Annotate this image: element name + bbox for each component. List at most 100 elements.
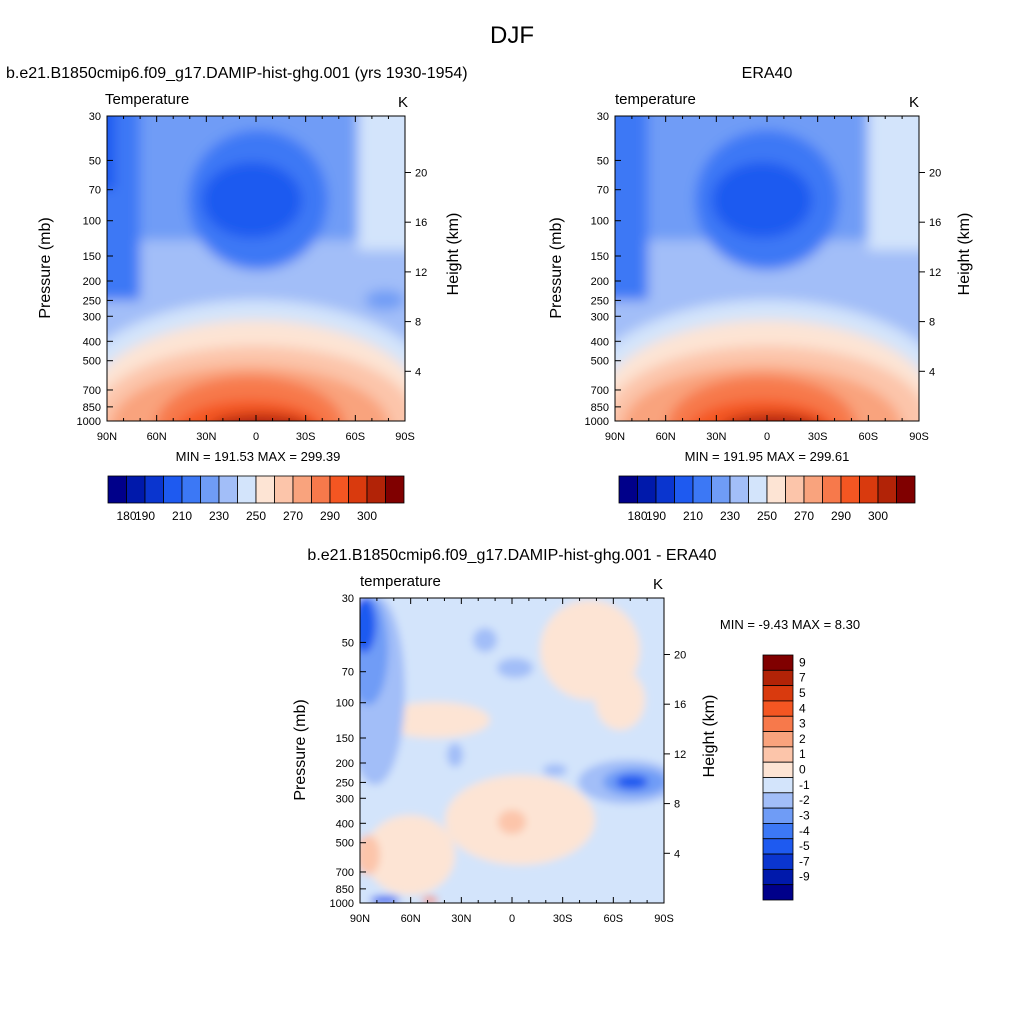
colorbar-swatch [859, 475, 879, 504]
pressure-tick-label: 100 [336, 698, 354, 710]
contour-field [360, 598, 664, 903]
pressure-tick-label: 250 [83, 295, 101, 307]
colorbar-label: 300 [868, 509, 888, 523]
colorbar-swatch [385, 475, 405, 504]
colorbar-swatch [237, 475, 257, 504]
pressure-tick-label: 50 [597, 155, 609, 167]
panel-difference: b.e21.B1850cmip6.f09_g17.DAMIP-hist-ghg.… [292, 547, 860, 925]
pressure-tick-label: 500 [591, 356, 609, 368]
pressure-tick-label: 250 [336, 777, 354, 789]
pressure-tick-label: 300 [336, 793, 354, 805]
pressure-tick-label: 850 [83, 402, 101, 414]
pressure-tick-label: 50 [342, 637, 354, 649]
height-tick-label: 20 [415, 167, 427, 179]
colorbar-swatch [292, 475, 312, 504]
height-tick-label: 20 [674, 649, 686, 661]
colorbar-swatch [655, 475, 675, 504]
x-tick-label: 0 [253, 431, 259, 443]
min-max-label: MIN = 191.95 MAX = 299.61 [685, 449, 850, 464]
colorbar-label: 300 [357, 509, 377, 523]
pressure-tick-label: 70 [597, 185, 609, 197]
x-tick-label: 90S [395, 431, 415, 443]
x-tick-label: 60N [656, 431, 676, 443]
colorbar-swatch [762, 746, 794, 763]
height-tick-label: 16 [674, 699, 686, 711]
contour-field [615, 116, 919, 421]
colorbar-swatch [803, 475, 823, 504]
height-tick-label: 8 [674, 799, 680, 811]
units-label: K [909, 94, 919, 111]
colorbar: 9 754 321 0-1-2-3 -4-5-7 -9 [762, 654, 810, 901]
panel-title: b.e21.B1850cmip6.f09_g17.DAMIP-hist-ghg.… [307, 547, 716, 564]
height-axis: 20 16 12 8 4 [919, 167, 941, 378]
pressure-tick-label: 150 [336, 733, 354, 745]
pressure-axis: 30 50 70 100 150 200 250 300 400 500 700 850 1000 [77, 111, 113, 428]
colorbar-swatch [840, 475, 860, 504]
colorbar-swatch [762, 700, 794, 717]
x-tick-label: 30N [706, 431, 726, 443]
colorbar-label: 290 [831, 509, 851, 523]
x-tick-label: 30S [553, 913, 573, 925]
colorbar-label: 250 [757, 509, 777, 523]
x-tick-label: 0 [764, 431, 770, 443]
colorbar-label: -2 [799, 793, 810, 807]
y-axis-right-title: Height (km) [445, 213, 462, 296]
colorbar-label: -5 [799, 839, 810, 853]
colorbar-label: 3 [799, 717, 806, 731]
colorbar-swatch [144, 475, 164, 504]
colorbar-swatch [877, 475, 897, 504]
colorbar-swatch [692, 475, 712, 504]
panel-title: b.e21.B1850cmip6.f09_g17.DAMIP-hist-ghg.… [6, 65, 468, 82]
variable-label: Temperature [105, 91, 189, 108]
colorbar-label: 230 [720, 509, 740, 523]
colorbar-label: 190 [646, 509, 666, 523]
height-tick-label: 4 [674, 848, 680, 860]
x-tick-label: 60N [147, 431, 167, 443]
x-tick-label: 90S [909, 431, 929, 443]
height-tick-label: 20 [929, 167, 941, 179]
pressure-tick-label: 100 [591, 216, 609, 228]
pressure-tick-label: 200 [336, 758, 354, 770]
colorbar-label: -1 [799, 778, 810, 792]
colorbar-swatch [348, 475, 368, 504]
pressure-tick-label: 70 [342, 667, 354, 679]
colorbar-swatch [762, 669, 794, 687]
contour-field [107, 116, 405, 421]
colorbar-label: 230 [209, 509, 229, 523]
pressure-tick-label: 850 [591, 402, 609, 414]
colorbar-label: 1 [799, 747, 806, 761]
pressure-tick-label: 400 [336, 818, 354, 830]
panel-era40: ERA40 temperature K 90N 60N 30N 0 30S 60S 90S [548, 65, 973, 523]
x-tick-label: 90S [654, 913, 674, 925]
x-axis: 90N 60N 30N 0 30S 60S 90S [605, 116, 929, 443]
height-tick-label: 16 [929, 217, 941, 229]
pressure-tick-label: 200 [83, 276, 101, 288]
variable-label: temperature [360, 573, 441, 590]
colorbar-label: 7 [799, 671, 806, 685]
height-axis: 20 16 12 8 4 [405, 167, 427, 378]
min-max-label: MIN = 191.53 MAX = 299.39 [176, 449, 341, 464]
colorbar-swatch [762, 685, 794, 702]
x-tick-label: 60N [401, 913, 421, 925]
y-axis-title: Pressure (mb) [548, 217, 565, 318]
colorbar-swatch [762, 715, 794, 732]
pressure-tick-label: 1000 [330, 898, 354, 910]
pressure-tick-label: 400 [591, 336, 609, 348]
colorbar-label: 2 [799, 732, 806, 746]
pressure-tick-label: 700 [591, 385, 609, 397]
colorbar-swatch [674, 475, 694, 504]
colorbar-swatch [762, 807, 794, 824]
x-tick-label: 90N [605, 431, 625, 443]
colorbar-swatch [729, 475, 749, 504]
x-tick-label: 0 [509, 913, 515, 925]
x-tick-label: 30S [296, 431, 316, 443]
colorbar-swatch [711, 475, 731, 504]
colorbar-swatch [766, 475, 786, 504]
colorbar-label: 210 [683, 509, 703, 523]
colorbar-swatch [762, 777, 794, 794]
colorbar-label: 290 [320, 509, 340, 523]
x-tick-label: 30S [808, 431, 828, 443]
x-tick-label: 60S [859, 431, 879, 443]
height-tick-label: 4 [415, 366, 421, 378]
x-tick-label: 30N [196, 431, 216, 443]
